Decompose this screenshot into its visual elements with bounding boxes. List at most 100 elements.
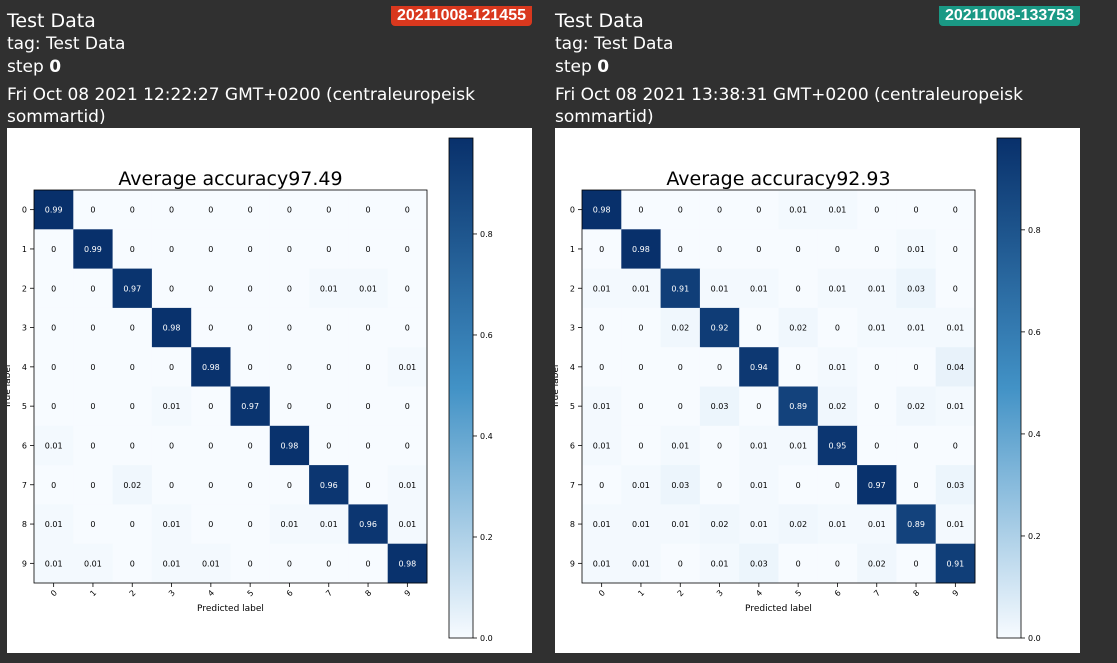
cell-value-label: 0.99	[45, 206, 63, 215]
matrix-cell	[230, 347, 271, 387]
x-axis-label: Predicted label	[197, 604, 264, 614]
cell-value-label: 0	[366, 402, 371, 411]
x-tick-label: 0	[597, 588, 607, 598]
matrix-cell	[778, 465, 819, 505]
confusion-matrix-image[interactable]: Average accuracy97.49 0.99 0 0 0 0 0 0 0 0 0 0 0.99 0…	[7, 128, 532, 653]
matrix-cell	[269, 386, 310, 427]
cell-value-label: 0	[953, 206, 958, 215]
cell-value-label: 0	[90, 402, 95, 411]
cell-value-label: 0.02	[907, 402, 925, 411]
cell-value-label: 0.01	[789, 206, 807, 215]
matrix-cell	[582, 307, 622, 348]
matrix-cell	[269, 190, 310, 230]
matrix-cell	[660, 268, 701, 309]
cell-value-label: 0	[130, 245, 135, 254]
cell-value-label: 0.01	[45, 441, 63, 450]
cell-value-label: 0	[90, 441, 95, 450]
matrix-cell	[348, 504, 389, 545]
cell-value-label: 0	[248, 481, 253, 490]
run-badge: 20211008-133753	[938, 6, 1080, 26]
colorbar-tick-label: 0.2	[480, 533, 493, 542]
matrix-cell	[230, 425, 271, 466]
colorbar	[448, 137, 474, 639]
cell-value-label: 0	[51, 245, 56, 254]
cell-value-label: 0	[90, 324, 95, 333]
cell-value-label: 0.03	[671, 481, 689, 490]
cell-value-label: 0.98	[632, 245, 650, 254]
cell-value-label: 0.01	[711, 284, 729, 293]
y-tick-label: 8	[22, 520, 27, 529]
matrix-cell	[778, 425, 819, 466]
cell-value-label: 0.01	[593, 284, 611, 293]
cell-value-label: 0.01	[868, 324, 886, 333]
colorbar-tick-label: 0.4	[480, 432, 493, 441]
cell-value-label: 0.91	[946, 559, 964, 568]
cell-value-label: 0	[326, 245, 331, 254]
y-tick-label: 6	[570, 441, 575, 450]
matrix-cell	[34, 504, 74, 545]
cell-value-label: 0.98	[281, 441, 299, 450]
matrix-cell	[739, 190, 779, 230]
y-tick-label: 7	[570, 481, 575, 490]
matrix-cell	[112, 268, 153, 309]
matrix-cell	[151, 229, 192, 269]
matrix-cell	[348, 307, 389, 348]
y-tick-label: 4	[570, 363, 575, 372]
confusion-matrix-image[interactable]: Average accuracy92.93 0.98 0 0 0 0 0.01 0.01 0 0 0…	[555, 128, 1080, 653]
matrix-cell	[699, 386, 740, 427]
x-axis-label: Predicted label	[745, 604, 812, 614]
matrix-cell	[387, 229, 428, 269]
cell-value-label: 0.03	[907, 284, 925, 293]
matrix-cell	[935, 504, 976, 545]
matrix-cell	[778, 190, 819, 230]
matrix-cell	[269, 347, 310, 387]
cell-value-label: 0.01	[320, 520, 338, 529]
matrix-cell	[151, 190, 192, 230]
cell-value-label: 0.01	[829, 206, 847, 215]
cell-value-label: 0	[287, 206, 292, 215]
matrix-cell	[660, 386, 701, 427]
matrix-cell	[387, 307, 428, 348]
matrix-cell	[817, 229, 858, 269]
cell-value-label: 0	[169, 206, 174, 215]
cell-value-label: 0	[678, 363, 683, 372]
cell-value-label: 0.94	[750, 363, 768, 372]
matrix-cell	[269, 268, 310, 309]
cell-value-label: 0	[366, 245, 371, 254]
cell-value-label: 0	[678, 559, 683, 568]
matrix-cell	[817, 307, 858, 348]
cell-value-label: 0.01	[163, 402, 181, 411]
cell-value-label: 0	[678, 206, 683, 215]
cell-value-label: 0.02	[711, 520, 729, 529]
matrix-cell	[699, 190, 740, 230]
matrix-cell	[348, 268, 389, 309]
matrix-cell	[935, 229, 976, 269]
matrix-cell	[73, 425, 113, 466]
cell-value-label: 0	[90, 363, 95, 372]
y-axis-label: True label	[7, 365, 13, 410]
matrix-cell	[935, 386, 976, 427]
cell-value-label: 0	[796, 363, 801, 372]
x-tick-label: 7	[324, 588, 334, 598]
cell-value-label: 0	[90, 520, 95, 529]
cell-value-label: 0	[599, 245, 604, 254]
matrix-cell	[896, 504, 937, 545]
x-tick-label: 3	[715, 588, 725, 598]
cell-value-label: 0	[717, 441, 722, 450]
cell-value-label: 0	[405, 284, 410, 293]
tag-label: tag: Test Data	[7, 34, 126, 54]
timestamp: Fri Oct 08 2021 13:38:31 GMT+0200 (centr…	[555, 85, 1023, 127]
matrix-cell	[582, 425, 622, 466]
matrix-cell	[230, 229, 271, 269]
cell-value-label: 0.95	[829, 441, 847, 450]
cell-value-label: 0	[366, 363, 371, 372]
cell-value-label: 0.01	[398, 481, 416, 490]
matrix-cell	[112, 425, 153, 466]
cell-value-label: 0	[405, 402, 410, 411]
cell-value-label: 0	[248, 520, 253, 529]
matrix-cell	[112, 465, 153, 505]
cell-value-label: 0	[51, 481, 56, 490]
cell-value-label: 0	[874, 245, 879, 254]
matrix-cell	[582, 268, 622, 309]
matrix-cell	[151, 347, 192, 387]
